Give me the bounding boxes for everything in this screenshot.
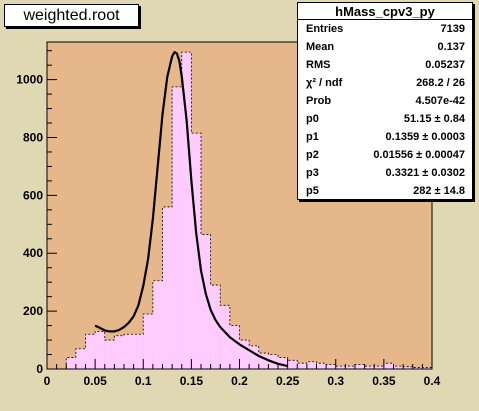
- histogram-bar: [201, 234, 211, 369]
- histogram-bar: [152, 280, 163, 369]
- histogram-bar: [220, 305, 230, 369]
- x-tick-label: 0.35: [372, 374, 396, 388]
- y-tick-label: 1000: [16, 73, 43, 87]
- stats-label: χ² / ndf: [306, 77, 343, 89]
- histogram-bar: [355, 364, 365, 369]
- x-tick-label: 0: [44, 374, 51, 388]
- x-tick-label: 0.05: [83, 374, 107, 388]
- histogram-bar: [124, 334, 134, 369]
- stats-value: 0.1359 ± 0.0003: [385, 131, 465, 143]
- histogram-bar: [162, 206, 173, 369]
- histogram-bar: [403, 366, 413, 369]
- stats-row: p1 0.1359 ± 0.0003: [298, 128, 472, 146]
- stats-rows: Entries 7139 Mean 0.137 RMS 0.05237 χ² / ndf 26…: [298, 20, 472, 200]
- y-tick-label: 200: [23, 304, 43, 318]
- stats-label: p5: [306, 185, 319, 197]
- stats-value: 0.01556 ± 0.00047: [373, 149, 465, 161]
- y-tick-label: 800: [23, 130, 43, 144]
- stats-label: p3: [306, 167, 319, 179]
- stats-label: RMS: [306, 59, 331, 71]
- stats-label: Entries: [306, 23, 344, 35]
- histogram-bar: [422, 367, 432, 369]
- histogram-bar: [239, 340, 250, 369]
- stats-row: p5 282 ± 14.8: [298, 182, 472, 200]
- histogram-bar: [95, 331, 105, 369]
- stats-value: 0.05237: [425, 59, 465, 71]
- histogram-bar: [172, 86, 182, 370]
- stats-row: Mean 0.137: [298, 38, 472, 56]
- stats-row: χ² / ndf 268.2 / 26: [298, 74, 472, 92]
- histogram-bar: [85, 334, 96, 369]
- y-tick-label: 0: [36, 362, 43, 376]
- canvas-title: weighted.root: [23, 6, 120, 24]
- x-tick-label: 0.2: [231, 374, 248, 388]
- histogram-bar: [345, 366, 355, 369]
- stats-value: 268.2 / 26: [416, 77, 465, 89]
- canvas-title-box: weighted.root: [4, 4, 139, 27]
- histogram-bar: [326, 364, 336, 369]
- stats-value: 0.3321 ± 0.0302: [385, 167, 465, 179]
- histogram-bar: [306, 361, 317, 369]
- stats-label: p1: [306, 131, 319, 143]
- histogram-bar: [114, 335, 124, 369]
- histogram-bar: [383, 363, 394, 369]
- histogram-bar: [75, 348, 86, 369]
- stats-row: p0 51.15 ± 0.84: [298, 110, 472, 128]
- y-tick-label: 400: [23, 246, 43, 260]
- histogram-bar: [181, 52, 192, 369]
- stats-value: 0.137: [437, 41, 465, 53]
- stats-row: Prob 4.507e-42: [298, 92, 472, 110]
- histogram-bar: [191, 133, 201, 369]
- x-tick-label: 0.25: [276, 374, 300, 388]
- stats-label: p2: [306, 149, 319, 161]
- histogram-bar: [66, 357, 76, 369]
- histogram-bar: [143, 314, 153, 369]
- histogram-bar: [258, 353, 269, 369]
- histogram-bar: [364, 366, 375, 369]
- stats-title: hMass_cpv3_py: [298, 3, 472, 20]
- histogram-bar: [249, 345, 259, 369]
- histogram-bar: [229, 325, 240, 369]
- stats-value: 282 ± 14.8: [413, 185, 465, 197]
- histogram-bar: [316, 363, 327, 369]
- stats-label: p0: [306, 113, 319, 125]
- fit-curve: [94, 51, 288, 368]
- x-tick-label: 0.3: [327, 374, 344, 388]
- histogram-bar: [335, 366, 346, 369]
- histogram-bar: [393, 366, 404, 369]
- histogram-bar: [210, 285, 221, 369]
- stats-value: 51.15 ± 0.84: [403, 113, 465, 125]
- histogram-bar: [374, 366, 384, 369]
- histogram-bar: [287, 360, 298, 369]
- histogram-bar: [133, 334, 144, 369]
- stats-box: hMass_cpv3_py Entries 7139 Mean 0.137 RMS 0.0…: [297, 2, 473, 200]
- stats-label: Mean: [306, 41, 335, 53]
- x-tick-label: 0.1: [135, 374, 152, 388]
- stats-row: RMS 0.05237: [298, 56, 472, 74]
- histogram-bar: [297, 363, 307, 369]
- stats-row: Entries 7139: [298, 20, 472, 38]
- stats-value: 4.507e-42: [415, 95, 465, 107]
- histogram-bar: [104, 340, 115, 369]
- x-tick-label: 0.15: [180, 374, 204, 388]
- y-tick-label: 600: [23, 188, 43, 202]
- stats-row: p3 0.3321 ± 0.0302: [298, 164, 472, 182]
- histogram-bar: [412, 367, 423, 369]
- stats-value: 7139: [440, 23, 465, 35]
- x-tick-label: 0.4: [424, 374, 441, 388]
- stats-row: p2 0.01556 ± 0.00047: [298, 146, 472, 164]
- stats-label: Prob: [306, 95, 332, 107]
- histogram-bar: [278, 357, 288, 369]
